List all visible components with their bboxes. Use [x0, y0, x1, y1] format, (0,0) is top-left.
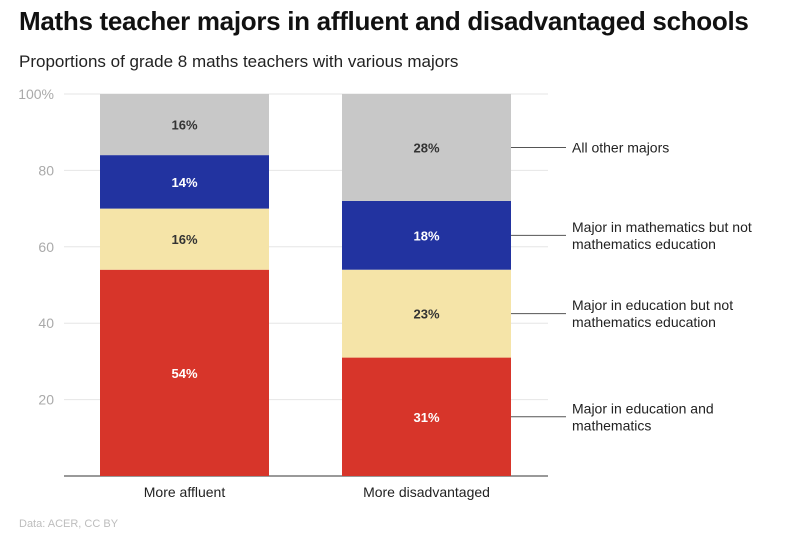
data-label: 16%	[171, 118, 197, 133]
bar-segment	[342, 269, 511, 358]
x-tick-label: More affluent	[144, 484, 226, 500]
legend-label: Major in education and mathematics	[572, 400, 714, 433]
chart-title: Maths teacher majors in affluent and dis…	[19, 6, 749, 36]
bar-segment	[100, 269, 269, 476]
bar-segment	[100, 94, 269, 156]
y-tick-label: 20	[38, 392, 54, 408]
data-label: 31%	[413, 410, 439, 425]
data-label: 14%	[171, 175, 197, 190]
legend-label: Major in education but not mathematics ed…	[572, 297, 733, 330]
y-tick-label: 80	[38, 162, 54, 178]
data-label: 16%	[171, 232, 197, 247]
x-tick-label: More disadvantaged	[363, 484, 490, 500]
bar-segment	[342, 94, 511, 201]
data-label: 28%	[413, 140, 439, 155]
data-source: Data: ACER, CC BY	[19, 518, 119, 530]
data-label: 18%	[413, 228, 439, 243]
y-tick-label: 100%	[18, 86, 54, 102]
legend-label: All other majors	[572, 139, 669, 155]
y-tick-label: 40	[38, 315, 54, 331]
legend-label: Major in mathematics but not mathematics …	[572, 219, 752, 252]
bar-segment	[342, 357, 511, 476]
bar-segment	[100, 208, 269, 270]
data-label: 23%	[413, 307, 439, 322]
chart-subtitle: Proportions of grade 8 maths teachers wi…	[19, 52, 459, 71]
bar-segment	[100, 155, 269, 209]
data-label: 54%	[171, 366, 197, 381]
y-tick-label: 60	[38, 239, 54, 255]
bar-segment	[342, 200, 511, 270]
